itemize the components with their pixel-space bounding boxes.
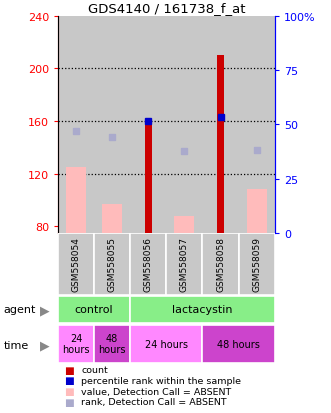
Text: control: control [75,305,114,315]
Text: percentile rank within the sample: percentile rank within the sample [81,376,241,385]
Bar [66,168,86,233]
Bar [203,233,239,295]
Bar [239,233,275,295]
Text: agent: agent [3,305,36,315]
Bar [203,325,275,363]
Text: rank, Detection Call = ABSENT: rank, Detection Call = ABSENT [81,397,227,406]
Text: 48
hours: 48 hours [98,333,126,355]
Bar [166,17,203,233]
Bar [217,56,224,233]
Text: ■: ■ [65,386,74,396]
Bar [130,17,166,233]
Bar [130,296,275,324]
Bar [239,17,275,233]
Text: GSM558058: GSM558058 [216,237,225,292]
Bar [58,296,130,324]
Bar [130,325,203,363]
Bar [247,190,266,233]
Bar [166,233,203,295]
Text: time: time [3,340,28,350]
Text: GSM558059: GSM558059 [252,237,261,292]
Text: count: count [81,365,108,374]
Bar [203,17,239,233]
Text: GSM558057: GSM558057 [180,237,189,292]
Text: 24
hours: 24 hours [62,333,90,355]
Text: ■: ■ [65,397,74,407]
Bar [174,216,194,233]
Bar [94,17,130,233]
Text: ■: ■ [65,375,74,385]
Bar [58,17,94,233]
Text: GSM558055: GSM558055 [108,237,117,292]
Text: GSM558054: GSM558054 [71,237,80,292]
Bar [58,325,94,363]
Bar [94,233,130,295]
Bar [102,204,122,233]
Text: lactacystin: lactacystin [172,305,233,315]
Bar [94,325,130,363]
Text: 48 hours: 48 hours [217,339,260,349]
Text: GSM558056: GSM558056 [144,237,153,292]
Bar [145,122,152,233]
Text: ▶: ▶ [40,338,49,351]
Bar [130,233,166,295]
Bar [58,233,94,295]
Text: ▶: ▶ [40,303,49,316]
Title: GDS4140 / 161738_f_at: GDS4140 / 161738_f_at [88,2,245,15]
Text: 24 hours: 24 hours [145,339,188,349]
Text: ■: ■ [65,365,74,375]
Text: value, Detection Call = ABSENT: value, Detection Call = ABSENT [81,387,231,396]
